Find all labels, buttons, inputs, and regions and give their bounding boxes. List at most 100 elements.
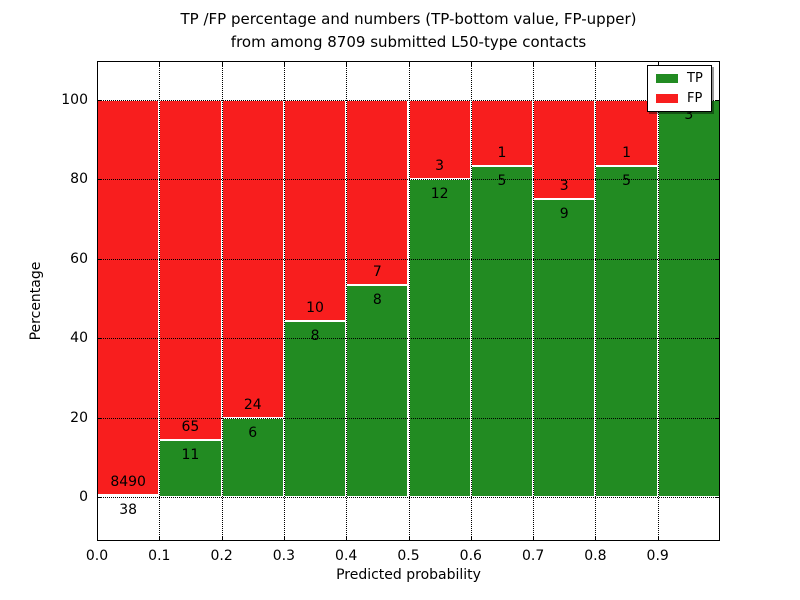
fp-legend-swatch	[656, 94, 678, 103]
y-tick-mark	[97, 258, 102, 260]
tp-bar-segment	[595, 166, 658, 497]
y-gridline	[97, 258, 720, 260]
y-tick-mark	[97, 100, 102, 101]
x-tick-mark	[159, 536, 161, 541]
x-tick-label: 0.7	[521, 548, 545, 564]
x-tick-mark	[283, 61, 285, 66]
x-gridline	[595, 61, 597, 541]
x-axis-label: Predicted probability	[336, 567, 481, 583]
x-tick-mark	[533, 536, 535, 541]
y-tick-label: 100	[61, 92, 88, 108]
x-gridline	[346, 61, 348, 541]
fp-count-label: 8490	[110, 474, 146, 491]
x-gridline	[159, 61, 161, 541]
plot-area: 8490 38 65 11 24 6 10 8 7 8 3 12 1 5 3 9 1 5 3	[97, 61, 720, 541]
chart-title: TP /FP percentage and numbers (TP-bottom…	[97, 8, 720, 54]
x-tick-label: 0.5	[397, 548, 420, 564]
y-tick-label: 60	[70, 250, 88, 267]
y-tick-mark	[715, 497, 720, 498]
legend-label: FP	[687, 91, 703, 106]
fp-count-label: 24	[243, 396, 262, 413]
y-tick-mark	[97, 497, 102, 498]
fp-bar-segment	[97, 100, 160, 496]
legend-row: TP	[656, 72, 703, 85]
fp-count-label: 7	[372, 264, 382, 281]
y-tick-mark	[715, 338, 720, 340]
fp-count-label: 10	[306, 299, 324, 316]
y-tick-mark	[97, 179, 102, 181]
y-axis-label: Percentage	[28, 261, 44, 341]
fp-bar-segment	[533, 100, 596, 200]
tp-count-label: 3	[684, 107, 694, 123]
x-tick-mark	[159, 61, 161, 66]
x-tick-mark	[221, 61, 223, 66]
fp-count-label: 1	[622, 145, 632, 162]
y-tick-mark	[715, 417, 720, 419]
x-tick-mark	[408, 61, 410, 66]
chart-title-line2: from among 8709 submitted L50-type conta…	[230, 33, 587, 51]
x-tick-mark	[657, 536, 659, 541]
x-tick-mark	[657, 61, 659, 66]
x-tick-mark	[346, 536, 348, 541]
y-tick-label: 20	[70, 409, 88, 426]
y-tick-label: 0	[79, 489, 88, 505]
tp-count-label: 5	[497, 173, 507, 190]
fp-bar-segment	[408, 100, 471, 180]
x-tick-mark	[408, 536, 410, 541]
x-gridline	[408, 61, 410, 541]
x-tick-mark	[595, 536, 597, 541]
y-tick-label: 80	[70, 171, 88, 188]
tp-bar-segment	[533, 199, 596, 497]
legend: TP FP	[647, 65, 712, 112]
y-gridline	[97, 417, 720, 419]
x-tick-label: 0.3	[272, 548, 296, 564]
tp-count-label: 12	[430, 186, 449, 203]
tp-count-label: 38	[119, 502, 138, 519]
y-tick-label: 40	[70, 330, 88, 347]
x-tick-label: 0.1	[148, 548, 171, 564]
y-tick-mark	[715, 179, 720, 181]
x-gridline	[657, 61, 659, 541]
fp-bar-segment	[159, 100, 222, 440]
x-tick-mark	[595, 61, 597, 66]
chart-title-line1: TP /FP percentage and numbers (TP-bottom…	[180, 10, 637, 28]
y-gridline	[97, 179, 720, 181]
plot-frame	[97, 61, 720, 541]
x-tick-label: 0.0	[85, 548, 109, 564]
x-tick-label: 0.9	[646, 548, 669, 564]
tp-count-label: 9	[559, 206, 569, 223]
legend-label: TP	[687, 71, 703, 86]
legend-row: FP	[656, 92, 703, 105]
x-tick-label: 0.6	[459, 548, 482, 564]
tp-legend-swatch	[656, 74, 678, 83]
fp-count-label: 65	[181, 418, 200, 435]
fp-count-label: 3	[559, 178, 569, 195]
fp-count-label: 1	[497, 145, 507, 162]
y-tick-mark	[715, 258, 720, 260]
x-gridline	[533, 61, 535, 541]
x-tick-label: 0.4	[335, 548, 358, 564]
tp-count-label: 11	[181, 446, 200, 463]
tp-count-label: 6	[248, 424, 258, 441]
fp-bar-segment	[283, 100, 347, 321]
x-tick-mark	[346, 61, 348, 66]
y-gridline	[97, 338, 720, 340]
x-tick-mark	[470, 61, 472, 66]
y-tick-mark	[97, 338, 102, 340]
y-gridline	[97, 100, 720, 101]
y-gridline	[97, 497, 720, 498]
tp-bar-segment	[470, 166, 534, 497]
x-tick-mark	[221, 536, 223, 541]
y-tick-mark	[97, 417, 102, 419]
fp-count-label: 3	[435, 158, 445, 175]
tp-count-label: 5	[622, 173, 632, 190]
x-gridline	[221, 61, 223, 541]
x-tick-label: 0.8	[584, 548, 607, 564]
fp-bar-segment	[346, 100, 409, 286]
x-tick-mark	[283, 536, 285, 541]
tp-count-label: 8	[310, 327, 320, 344]
tp-bar-segment	[283, 320, 347, 497]
x-gridline	[283, 61, 285, 541]
x-tick-label: 0.2	[210, 548, 233, 564]
